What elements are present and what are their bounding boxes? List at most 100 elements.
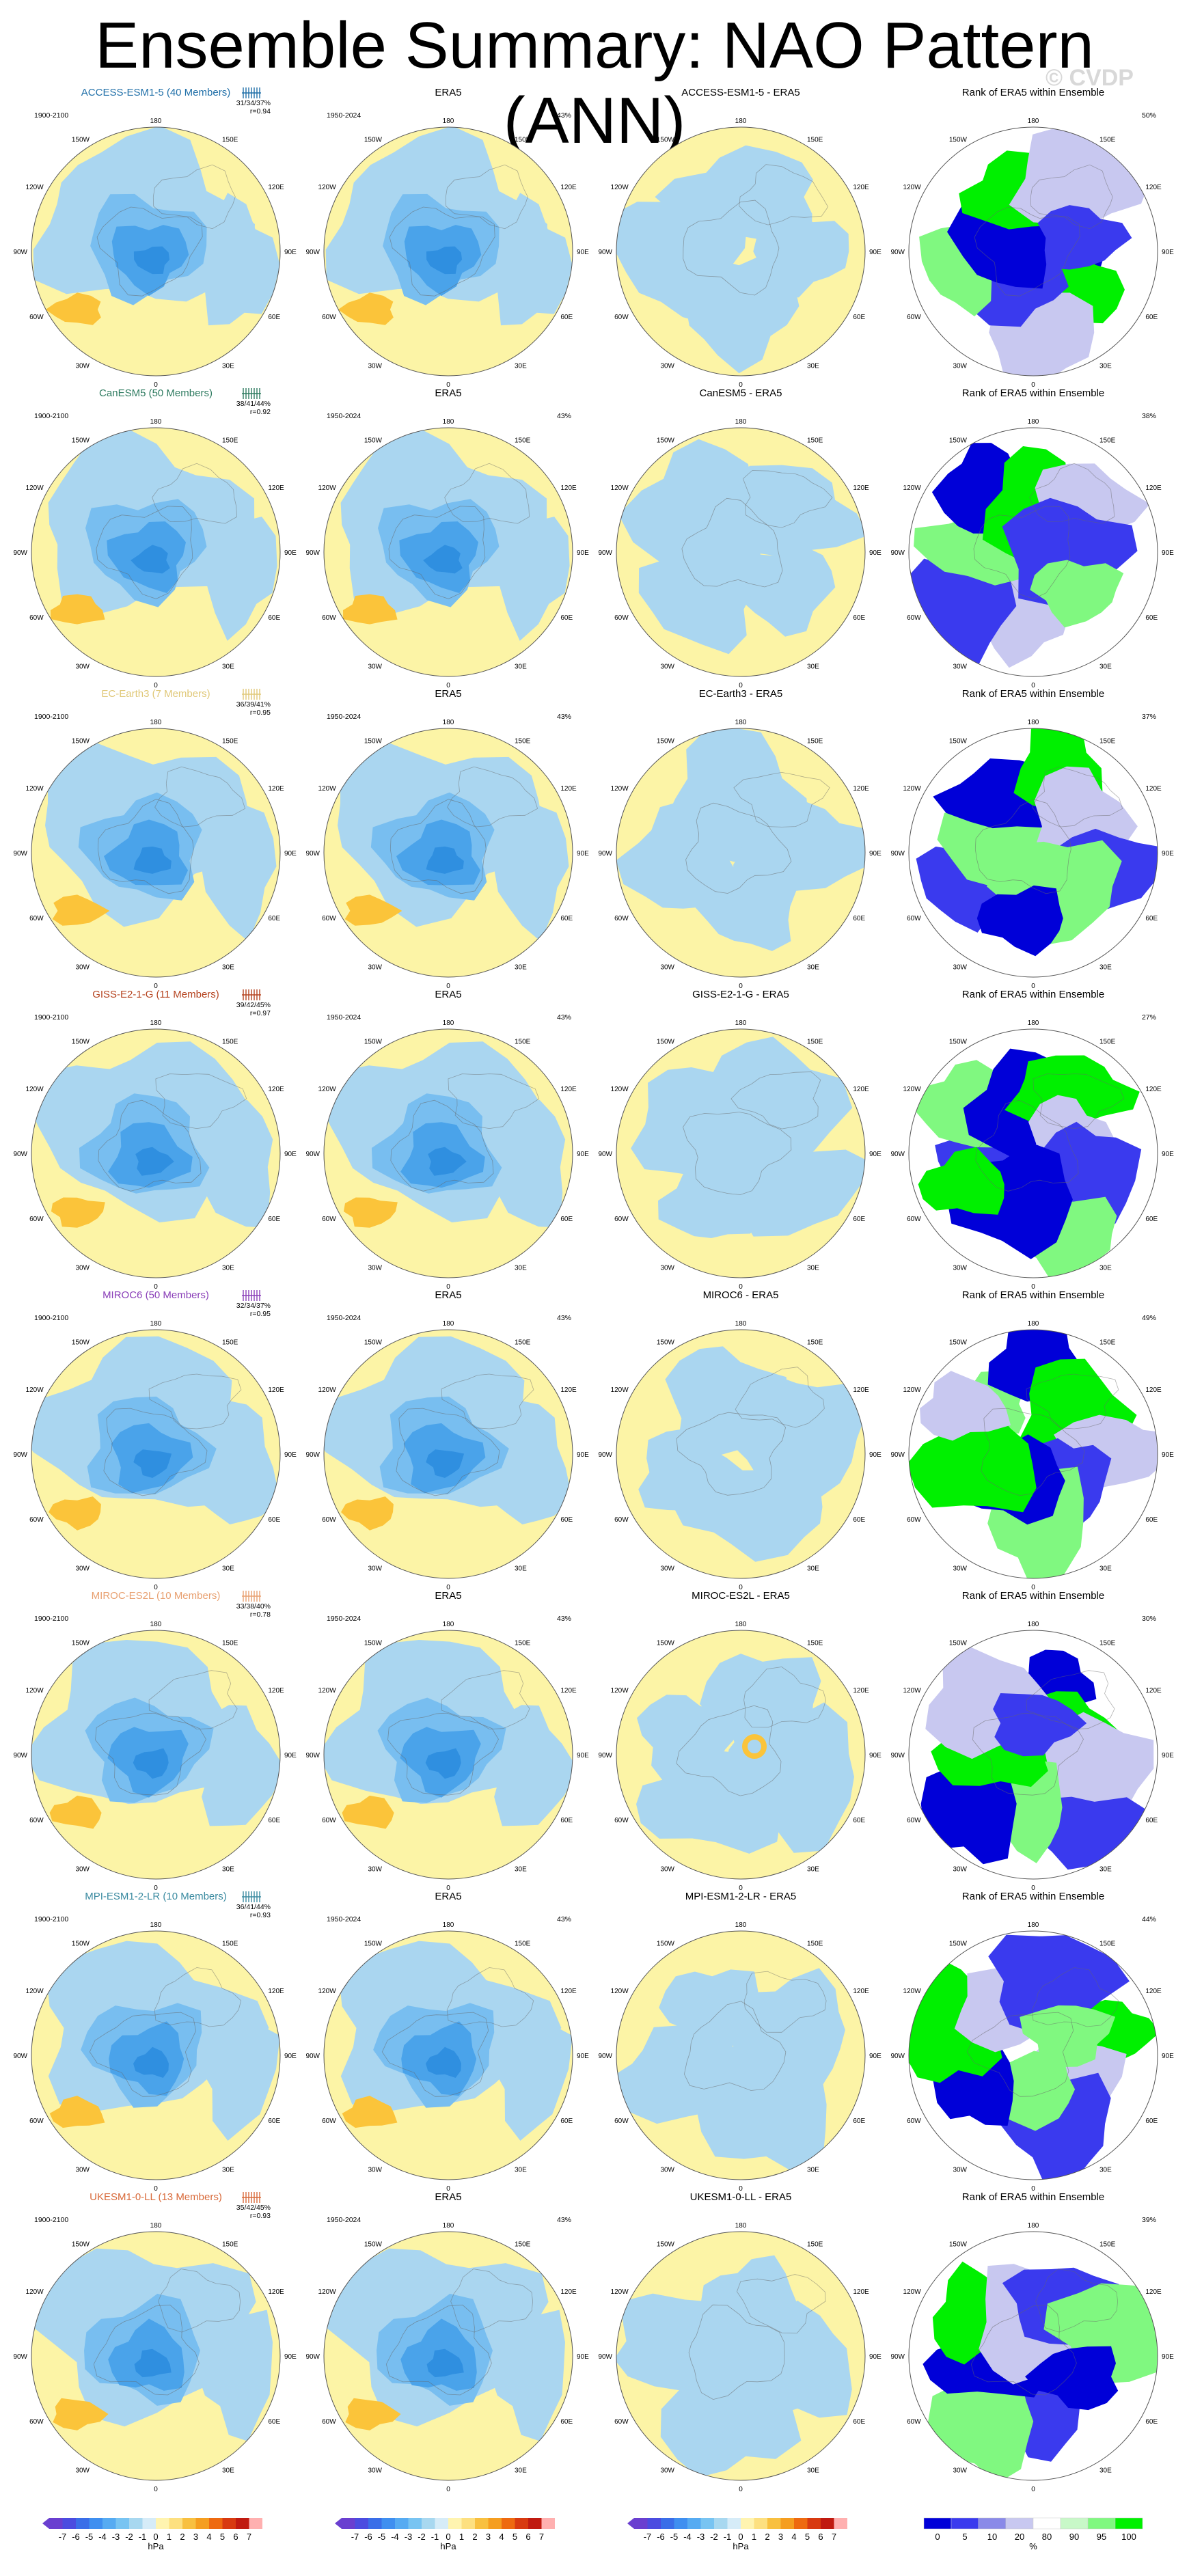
longitude-label: 120E (560, 1386, 577, 1394)
map-border (616, 1028, 866, 1278)
model-stats: 33/38/40% (236, 1602, 271, 1611)
map-panel: 180 0 150W 150E 120W 120E 90W 90E 60W 60E 30W 30E (13, 418, 297, 689)
colorbar-tick: 5 (512, 2532, 517, 2542)
colorbar-swatch (1060, 2517, 1089, 2530)
coastline (96, 206, 203, 297)
longitude-label: 60W (907, 915, 921, 922)
longitude-label: 90E (869, 1752, 882, 1759)
longitude-label: 90W (13, 549, 27, 557)
longitude-label: 30E (807, 2467, 819, 2474)
longitude-label: 60E (1145, 1817, 1158, 1824)
model-period: 1900-2100 (34, 713, 68, 721)
colorbar-tick: -5 (378, 2532, 386, 2542)
watermark: © CVDP (1046, 65, 1134, 91)
longitude-label: 30W (75, 1865, 90, 1873)
longitude-label: 120W (903, 785, 922, 793)
longitude-label: 60E (560, 2118, 573, 2125)
longitude-label: 60W (907, 1516, 921, 1524)
longitude-label: 30W (368, 1565, 382, 1572)
coastline (739, 164, 829, 225)
longitude-label: 180 (150, 2222, 162, 2230)
anomaly-contour (742, 1734, 767, 1759)
longitude-label: 150W (657, 1039, 675, 1046)
longitude-label: 0 (739, 983, 743, 990)
rank-region (909, 1406, 1037, 1513)
anomaly-region (494, 1705, 573, 1826)
longitude-label: 150W (72, 137, 90, 144)
longitude-label: 120W (26, 1086, 44, 1093)
longitude-label: 180 (1028, 719, 1039, 726)
map-border (323, 126, 573, 376)
colorbar-tick: -1 (431, 2532, 439, 2542)
longitude-label: 120W (318, 1988, 337, 1995)
model-stats: 38/41/44% (236, 400, 271, 408)
colorbar-swatch (89, 2518, 102, 2529)
map-panel: 180 0 150W 150E 120W 120E 90W 90E 60W 60E 30W 30E (305, 118, 589, 389)
colorbar-swatch (448, 2518, 462, 2529)
longitude-label: 150W (364, 1640, 383, 1647)
rank-pct: 44% (1142, 1915, 1156, 1923)
anomaly-region (133, 846, 172, 874)
model-stats: 35/42/45% (236, 2204, 271, 2212)
colorbar-swatch (62, 2518, 76, 2529)
longitude-label: 120E (1145, 1988, 1162, 1995)
obs-panel-title: ERA5 (435, 688, 461, 700)
colorbar-swatch (834, 2518, 847, 2529)
map-border (908, 1028, 1158, 1278)
coastline (148, 1373, 242, 1429)
colorbar-swatch (1115, 2517, 1143, 2530)
map-panel: 180 0 150W 150E 120W 120E 90W 90E 60W 60E 30W 30E (13, 1320, 297, 1591)
coastline (97, 799, 194, 894)
colorbar-swatch (674, 2518, 687, 2529)
map-panel: 180 0 150W 150E 120W 120E 90W 90E 60W 60E 30W 30E (305, 1019, 589, 1291)
map-border (616, 1930, 866, 2180)
longitude-label: 0 (154, 1885, 158, 1892)
longitude-label: 90W (598, 1752, 612, 1759)
colorbar-swatch (978, 2517, 1007, 2530)
longitude-label: 30E (807, 963, 819, 971)
longitude-label: 120W (903, 2288, 922, 2296)
rank-region (993, 1693, 1087, 1757)
longitude-label: 30W (953, 2467, 967, 2474)
longitude-label: 60E (560, 1817, 573, 1824)
colorbar-swatch (923, 2517, 952, 2530)
coastline (89, 2012, 197, 2097)
longitude-label: 30E (807, 663, 819, 670)
anomaly-region (344, 894, 402, 926)
colorbar-tick: 2 (472, 2532, 477, 2542)
rank-region (1020, 2005, 1116, 2068)
longitude-label: 120W (611, 184, 629, 191)
longitude-label: 30W (660, 2166, 674, 2174)
longitude-label: 0 (446, 1283, 450, 1291)
obs-variance-pct: 43% (557, 2216, 571, 2224)
coastline (973, 506, 1071, 599)
colorbar-tick: -3 (112, 2532, 120, 2542)
longitude-label: 120W (318, 184, 337, 191)
longitude-label: 120E (268, 484, 284, 492)
coastline (683, 200, 780, 296)
longitude-label: 90W (305, 249, 320, 256)
colorbar-tick: -1 (139, 2532, 147, 2542)
longitude-label: 150E (515, 1339, 531, 1347)
colorbar-swatch (76, 2518, 90, 2529)
map-panel: 180 0 150W 150E 120W 120E 90W 90E 60W 60E 30W 30E (890, 118, 1174, 389)
map-panel: 180 0 150W 150E 120W 120E 90W 90E 60W 60E 30W 30E (890, 418, 1174, 689)
colorbar-swatch (687, 2518, 701, 2529)
colorbar-tick: -7 (59, 2532, 67, 2542)
longitude-label: 180 (150, 1621, 162, 1628)
colorbar-tick: -3 (405, 2532, 413, 2542)
longitude-label: 30W (953, 362, 967, 370)
colorbar-tick: 7 (539, 2532, 544, 2542)
difference-panel-title: MIROC6 - ERA5 (703, 1289, 779, 1301)
colorbar-tick: 1 (167, 2532, 172, 2542)
longitude-label: 30E (222, 963, 234, 971)
colorbar-swatch (342, 2518, 355, 2529)
colorbar-tick: 4 (791, 2532, 796, 2542)
colorbar-swatch (661, 2518, 674, 2529)
coastline (733, 771, 830, 827)
longitude-label: 30E (515, 2467, 527, 2474)
longitude-label: 180 (150, 118, 162, 125)
longitude-label: 120E (1145, 1687, 1162, 1695)
longitude-label: 180 (735, 719, 747, 726)
obs-period: 1950-2024 (327, 2216, 361, 2224)
